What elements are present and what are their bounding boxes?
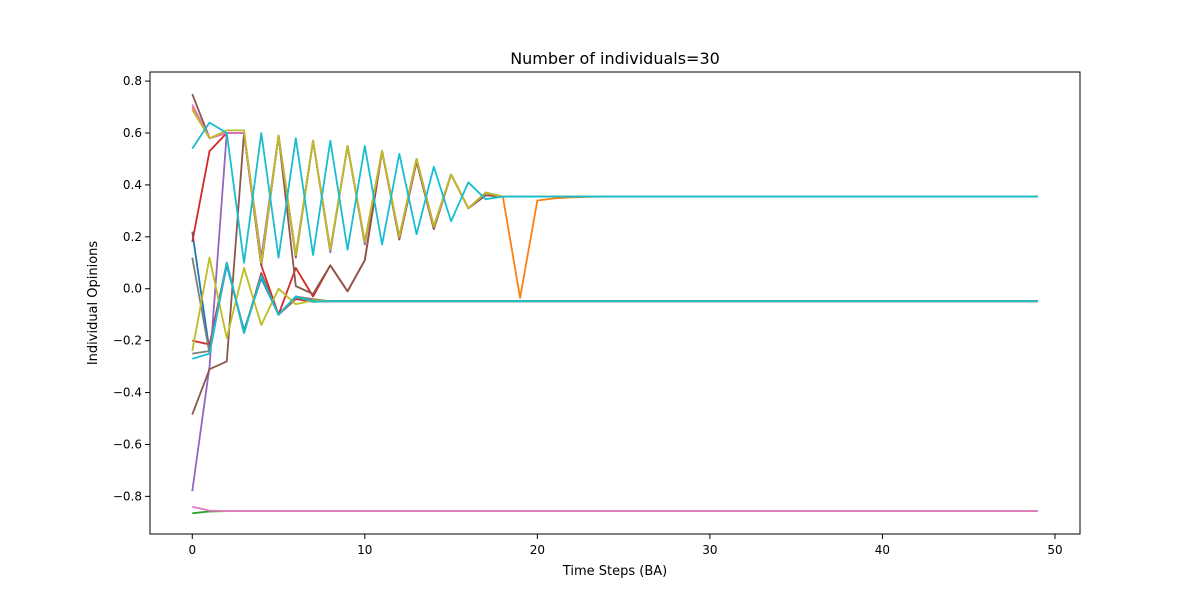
y-tick-label: 0.0: [123, 282, 142, 296]
y-tick-label: 0.8: [123, 74, 142, 88]
x-tick-label: 20: [530, 543, 545, 557]
y-axis-ticks: −0.8 −0.6 −0.4 −0.2 0.0 0.2 0.4 0.6 0.8: [113, 74, 150, 503]
series-layer: [191, 93, 1038, 515]
x-tick-label: 50: [1047, 543, 1062, 557]
y-tick-label: 0.4: [123, 178, 142, 192]
series-line-15: [191, 121, 1038, 264]
y-tick-label: −0.4: [113, 386, 142, 400]
y-axis-label: Individual Opinions: [86, 241, 101, 366]
x-tick-label: 30: [702, 543, 717, 557]
series-line-16: [192, 261, 1038, 360]
x-axis-ticks: 0 10 20 30 40 50: [188, 534, 1063, 557]
x-axis-label: Time Steps (BA): [562, 564, 667, 579]
y-tick-label: 0.6: [123, 126, 142, 140]
chart-title: Number of individuals=30: [510, 49, 720, 68]
x-tick-label: 40: [875, 543, 890, 557]
y-tick-label: −0.6: [113, 437, 142, 451]
y-tick-label: −0.8: [113, 489, 142, 503]
y-tick-label: −0.2: [113, 334, 142, 348]
x-tick-label: 10: [357, 543, 372, 557]
y-tick-label: 0.2: [123, 230, 142, 244]
x-tick-label: 0: [188, 543, 196, 557]
plot-frame: [149, 71, 1081, 535]
series-line-10: [192, 505, 1038, 513]
